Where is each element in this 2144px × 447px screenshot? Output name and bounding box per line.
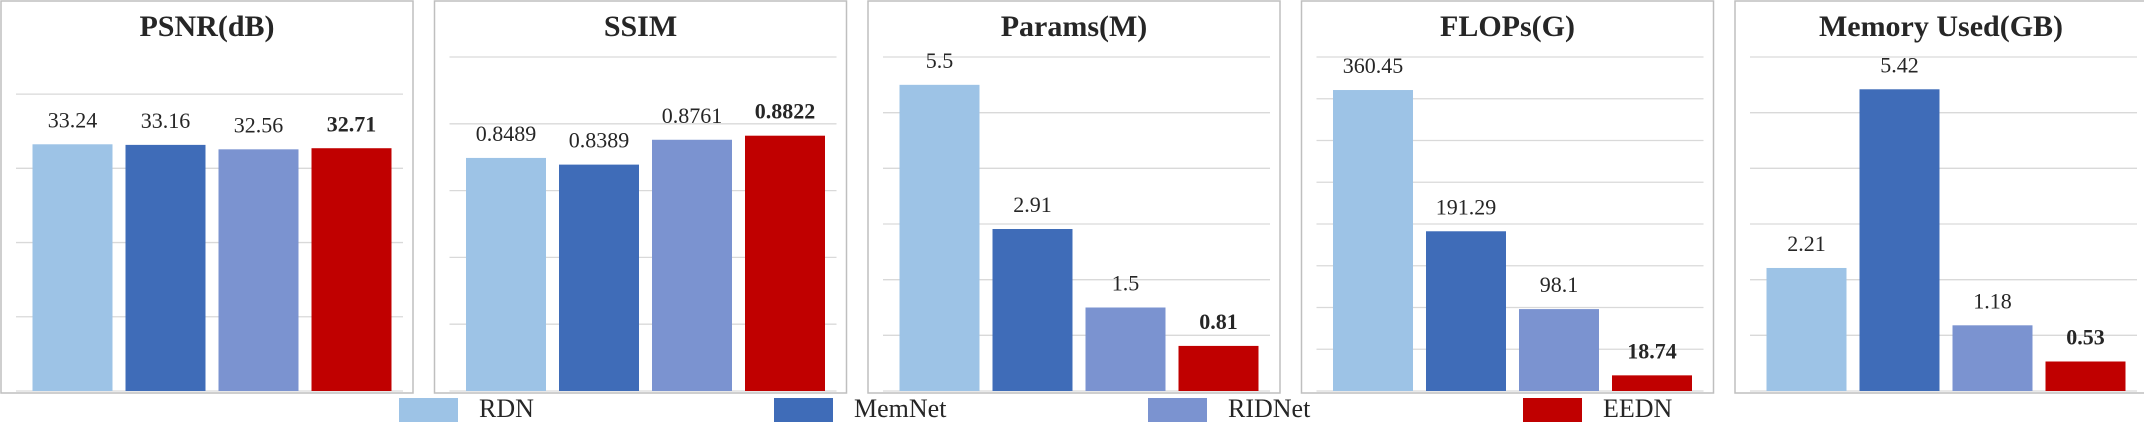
legend-label: MemNet: [854, 394, 947, 423]
value-label: 0.8761: [662, 103, 723, 128]
bar: [311, 148, 392, 391]
bar: [1952, 325, 2033, 391]
value-label: 191.29: [1436, 194, 1497, 219]
chart-title: FLOPs(G): [1440, 10, 1575, 43]
bar: [1766, 267, 1847, 391]
value-label: 5.5: [926, 48, 954, 73]
legend-label: RIDNet: [1228, 394, 1311, 423]
value-label: 32.56: [234, 112, 284, 137]
legend-swatch: [399, 398, 458, 422]
value-label: 33.16: [141, 108, 191, 133]
value-label: 2.91: [1013, 192, 1052, 217]
legend-swatch: [774, 398, 833, 422]
value-label: 0.53: [2066, 325, 2105, 350]
bar: [652, 139, 732, 391]
value-label: 5.42: [1880, 52, 1919, 77]
chart-title: Memory Used(GB): [1819, 10, 2063, 43]
bar: [745, 135, 825, 391]
bar: [559, 164, 639, 391]
value-label: 18.74: [1627, 338, 1677, 363]
bar: [1178, 345, 1259, 391]
legend-swatch: [1523, 398, 1582, 422]
bar: [1519, 309, 1599, 391]
chart-title: PSNR(dB): [139, 10, 274, 43]
legend-swatch: [1148, 398, 1207, 422]
bar: [125, 144, 206, 391]
bar: [1612, 375, 1692, 391]
value-label: 360.45: [1343, 53, 1404, 78]
value-label: 98.1: [1540, 272, 1579, 297]
bar: [466, 157, 546, 391]
value-label: 0.81: [1199, 309, 1238, 334]
bar: [899, 84, 980, 391]
bar: [218, 149, 299, 391]
value-label: 1.5: [1112, 271, 1140, 296]
legend-label: EEDN: [1603, 394, 1673, 423]
value-label: 1.18: [1973, 288, 2012, 313]
legend-label: RDN: [479, 394, 534, 423]
value-label: 33.24: [48, 107, 98, 132]
bar: [1085, 307, 1166, 391]
value-label: 0.8822: [755, 99, 816, 124]
value-label: 0.8389: [569, 128, 630, 153]
chart-title: SSIM: [604, 10, 677, 43]
bar: [32, 144, 113, 391]
value-label: 2.21: [1787, 231, 1826, 256]
value-label: 32.71: [327, 111, 377, 136]
bar: [1333, 90, 1413, 392]
bar: [992, 229, 1073, 391]
bar: [1859, 89, 1940, 391]
value-label: 0.8489: [476, 121, 537, 146]
chart-title: Params(M): [1001, 10, 1148, 43]
bar: [1426, 231, 1506, 391]
bar: [2045, 361, 2126, 391]
